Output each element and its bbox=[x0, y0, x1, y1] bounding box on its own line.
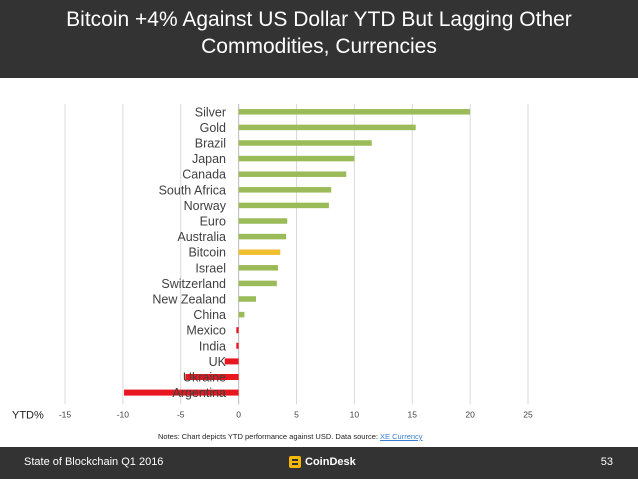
tick-label-0: 0 bbox=[236, 409, 241, 419]
bar-mexico bbox=[236, 327, 239, 334]
tick-label--5: -5 bbox=[177, 409, 185, 419]
tick-label-25: 25 bbox=[523, 409, 533, 419]
category-label-switzerland: Switzerland bbox=[161, 277, 226, 291]
bar-india bbox=[236, 342, 239, 349]
page-number: 53 bbox=[600, 456, 613, 468]
coindesk-logo-text: CoinDesk bbox=[305, 456, 356, 468]
title-line-2: Commodities, Currencies bbox=[201, 35, 437, 58]
x-axis-label: YTD% bbox=[12, 409, 44, 421]
category-label-australia: Australia bbox=[177, 230, 226, 244]
category-label-ukraine: Ukraine bbox=[183, 371, 226, 385]
category-label-canada: Canada bbox=[182, 168, 226, 182]
category-label-india: India bbox=[199, 339, 226, 353]
category-label-south-africa: South Africa bbox=[159, 183, 226, 197]
category-label-brazil: Brazil bbox=[195, 137, 226, 151]
title-line-1: Bitcoin +4% Against US Dollar YTD But La… bbox=[66, 8, 572, 31]
category-label-mexico: Mexico bbox=[186, 324, 226, 338]
category-label-bitcoin: Bitcoin bbox=[188, 246, 226, 260]
bar-japan bbox=[238, 155, 355, 162]
category-label-israel: Israel bbox=[195, 261, 226, 275]
category-label-china: China bbox=[193, 308, 226, 322]
bar-argentina bbox=[124, 389, 239, 396]
bar-uk bbox=[224, 358, 239, 365]
bar-gold bbox=[238, 124, 416, 131]
category-label-japan: Japan bbox=[192, 152, 226, 166]
bar-euro bbox=[238, 218, 288, 224]
category-label-gold: Gold bbox=[200, 121, 226, 135]
category-label-new-zealand: New Zealand bbox=[152, 293, 226, 307]
category-label-argentina: Argentina bbox=[172, 386, 226, 400]
bar-canada bbox=[238, 171, 347, 177]
category-label-norway: Norway bbox=[184, 199, 227, 213]
bar-ukraine bbox=[185, 374, 239, 380]
category-label-uk: UK bbox=[209, 355, 227, 369]
bar-new-zealand bbox=[238, 296, 256, 302]
tick-label-10: 10 bbox=[350, 409, 360, 419]
coindesk-logo: CoinDesk bbox=[289, 454, 356, 470]
footer-report-title: State of Blockchain Q1 2016 bbox=[24, 456, 164, 468]
tick-label--10: -10 bbox=[117, 409, 130, 419]
tick-label--15: -15 bbox=[59, 409, 72, 419]
coindesk-logo-icon bbox=[289, 456, 301, 468]
bar-switzerland bbox=[238, 280, 277, 287]
bar-bitcoin bbox=[238, 249, 281, 255]
tick-label-20: 20 bbox=[465, 409, 475, 419]
tick-label-15: 15 bbox=[408, 409, 418, 419]
bar-norway bbox=[238, 202, 329, 209]
bar-israel bbox=[238, 265, 278, 271]
bar-china bbox=[238, 311, 245, 318]
xe-currency-link[interactable]: XE Currency bbox=[380, 432, 423, 441]
bar-silver bbox=[238, 109, 471, 115]
notes-text: Notes: Chart depicts YTD performance aga… bbox=[158, 432, 381, 441]
title-bar: Bitcoin +4% Against US Dollar YTD But La… bbox=[0, 0, 638, 78]
bar-brazil bbox=[238, 140, 372, 146]
tick-label-5: 5 bbox=[294, 409, 299, 419]
category-label-silver: Silver bbox=[195, 105, 226, 119]
chart-notes: Notes: Chart depicts YTD performance aga… bbox=[158, 432, 423, 441]
footer-bar: State of Blockchain Q1 2016 CoinDesk 53 bbox=[0, 447, 638, 479]
page-title: Bitcoin +4% Against US Dollar YTD But La… bbox=[0, 6, 638, 60]
bar-australia bbox=[238, 233, 287, 240]
bar-south-africa bbox=[238, 187, 332, 193]
category-label-euro: Euro bbox=[200, 215, 226, 229]
